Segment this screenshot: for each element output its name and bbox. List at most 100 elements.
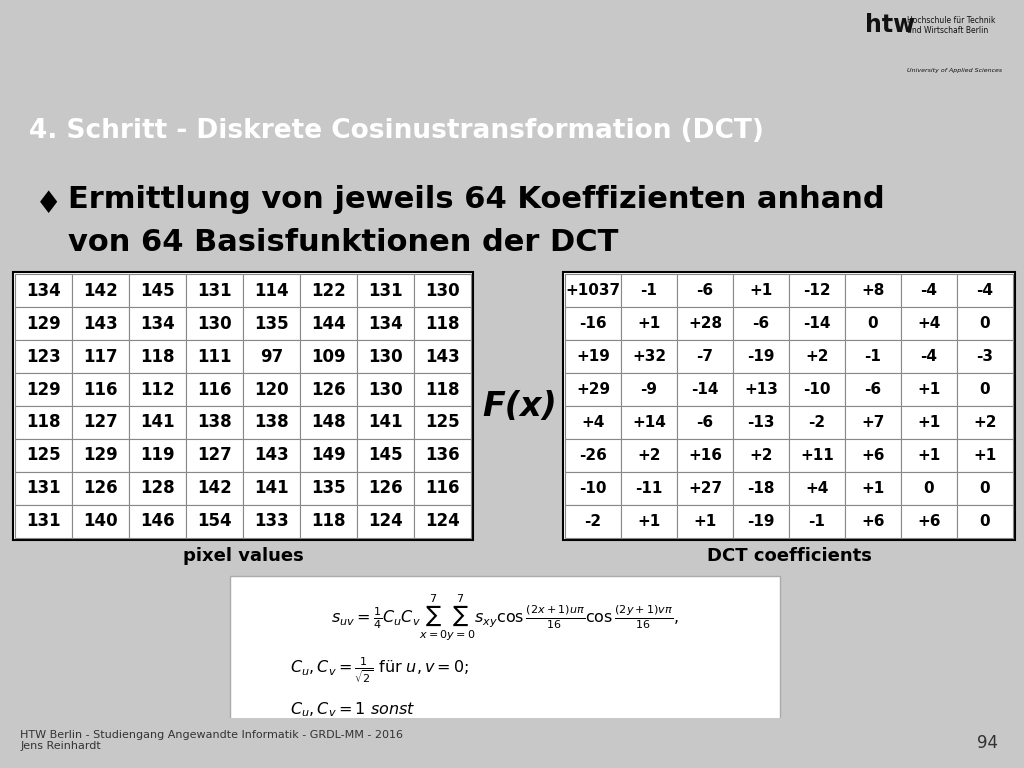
Bar <box>733 274 790 307</box>
Text: 129: 129 <box>27 381 60 399</box>
Text: +1: +1 <box>918 448 941 463</box>
Text: 141: 141 <box>140 413 175 432</box>
Text: 134: 134 <box>368 315 402 333</box>
Text: +1: +1 <box>693 514 717 528</box>
Text: +2: +2 <box>973 415 996 430</box>
Bar <box>414 439 471 472</box>
Bar <box>243 373 300 406</box>
Text: 141: 141 <box>369 413 402 432</box>
Text: 145: 145 <box>369 446 402 465</box>
Bar <box>129 505 186 538</box>
Text: +19: +19 <box>577 349 610 364</box>
Bar <box>15 406 72 439</box>
Bar <box>357 439 414 472</box>
Text: -2: -2 <box>808 415 825 430</box>
Bar <box>790 340 845 373</box>
Bar <box>733 373 790 406</box>
Bar <box>357 373 414 406</box>
Text: 126: 126 <box>369 479 402 497</box>
Bar <box>243 472 300 505</box>
Text: -13: -13 <box>748 415 775 430</box>
Text: 138: 138 <box>198 413 231 432</box>
Text: 118: 118 <box>425 315 460 333</box>
Text: 131: 131 <box>369 282 402 300</box>
Text: 124: 124 <box>368 512 402 530</box>
Bar <box>129 373 186 406</box>
Bar <box>790 505 845 538</box>
Bar <box>901 406 957 439</box>
Text: 130: 130 <box>369 348 402 366</box>
Text: 138: 138 <box>254 413 289 432</box>
Text: -14: -14 <box>691 382 719 397</box>
Bar <box>733 307 790 340</box>
Text: 144: 144 <box>311 315 346 333</box>
Text: von 64 Basisfunktionen der DCT: von 64 Basisfunktionen der DCT <box>68 227 618 257</box>
Bar <box>300 373 357 406</box>
Bar <box>186 439 243 472</box>
Text: F(x): F(x) <box>482 389 557 422</box>
Text: 145: 145 <box>140 282 175 300</box>
Bar <box>129 274 186 307</box>
Bar <box>186 472 243 505</box>
Text: +6: +6 <box>918 514 941 528</box>
Bar <box>845 505 901 538</box>
Text: +1: +1 <box>918 382 941 397</box>
Bar <box>901 340 957 373</box>
Text: +6: +6 <box>861 514 885 528</box>
Bar <box>414 505 471 538</box>
Text: +27: +27 <box>688 481 722 496</box>
Text: +32: +32 <box>632 349 666 364</box>
Bar <box>13 273 473 540</box>
Text: 117: 117 <box>83 348 118 366</box>
Text: +4: +4 <box>918 316 941 331</box>
Text: 126: 126 <box>311 381 346 399</box>
Bar <box>565 373 621 406</box>
Text: -16: -16 <box>580 316 607 331</box>
Text: -19: -19 <box>748 514 775 528</box>
Text: -1: -1 <box>641 283 657 298</box>
Bar <box>621 439 677 472</box>
Text: 131: 131 <box>27 479 60 497</box>
Bar <box>621 274 677 307</box>
Bar <box>72 274 129 307</box>
Bar <box>300 472 357 505</box>
Bar <box>414 472 471 505</box>
Bar <box>15 505 72 538</box>
Text: University of Applied Sciences: University of Applied Sciences <box>907 68 1002 73</box>
Bar <box>300 307 357 340</box>
Bar <box>357 307 414 340</box>
Bar <box>243 274 300 307</box>
Bar <box>414 307 471 340</box>
Text: +4: +4 <box>805 481 828 496</box>
Bar <box>677 373 733 406</box>
Text: Hochschule für Technik
und Wirtschaft Berlin: Hochschule für Technik und Wirtschaft Be… <box>907 15 995 35</box>
Bar <box>72 472 129 505</box>
Text: 135: 135 <box>254 315 289 333</box>
Text: -9: -9 <box>640 382 657 397</box>
Bar <box>15 340 72 373</box>
Text: 94: 94 <box>977 734 998 752</box>
Bar <box>243 406 300 439</box>
Bar <box>72 439 129 472</box>
Text: 133: 133 <box>254 512 289 530</box>
Bar <box>243 439 300 472</box>
Text: 112: 112 <box>140 381 175 399</box>
Bar <box>565 307 621 340</box>
Bar <box>901 472 957 505</box>
Text: 146: 146 <box>140 512 175 530</box>
Text: -10: -10 <box>803 382 830 397</box>
Text: 143: 143 <box>254 446 289 465</box>
Text: -6: -6 <box>696 415 714 430</box>
Text: +7: +7 <box>861 415 885 430</box>
Bar <box>15 307 72 340</box>
Text: 127: 127 <box>83 413 118 432</box>
Text: 97: 97 <box>260 348 283 366</box>
Text: 127: 127 <box>198 446 231 465</box>
Bar <box>563 273 1015 540</box>
Text: +8: +8 <box>861 283 885 298</box>
Bar <box>565 406 621 439</box>
Text: 111: 111 <box>198 348 231 366</box>
Bar <box>186 406 243 439</box>
Text: +6: +6 <box>861 448 885 463</box>
Text: +1037: +1037 <box>565 283 621 298</box>
